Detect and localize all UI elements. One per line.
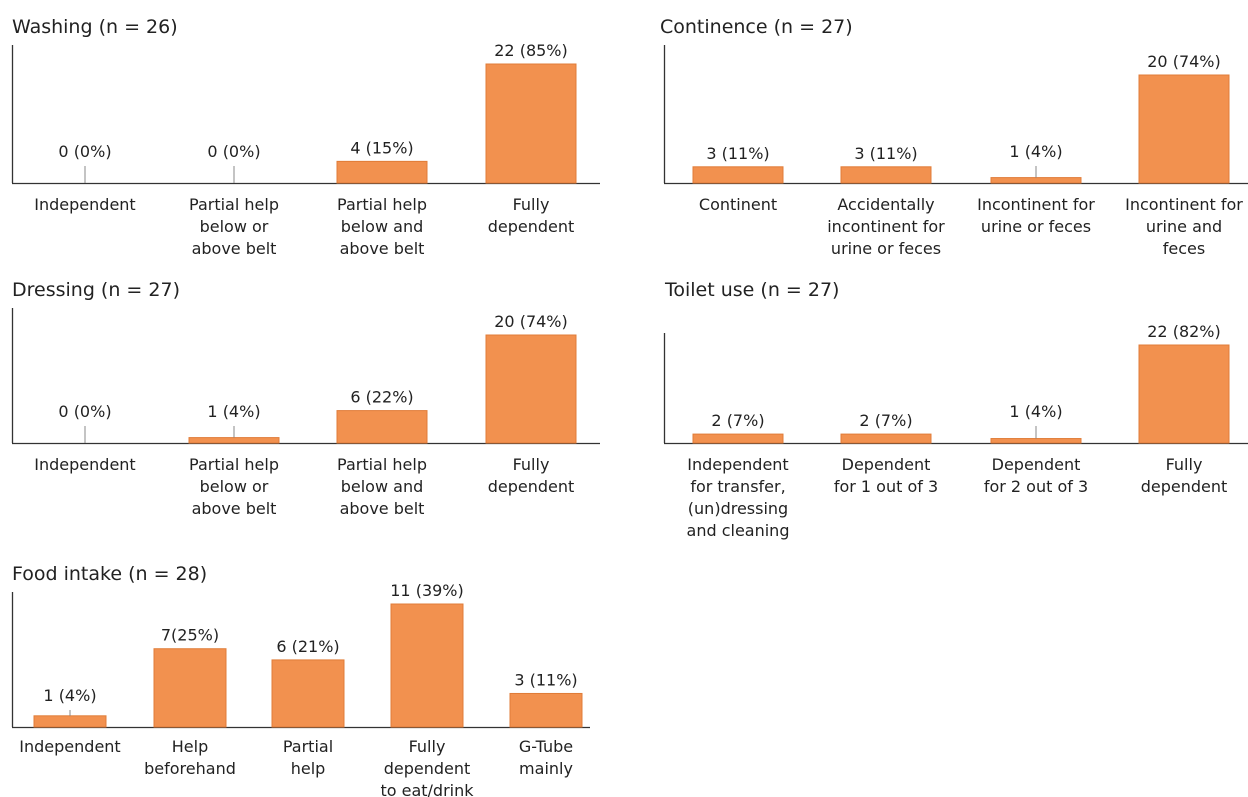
- category-label: incontinent for: [827, 217, 945, 236]
- bar: [1138, 344, 1230, 444]
- data-label: 2 (7%): [859, 411, 912, 430]
- category-label: and cleaning: [687, 521, 790, 540]
- data-label: 7(25%): [161, 626, 219, 645]
- data-label: 1 (4%): [1009, 402, 1062, 421]
- data-label: 22 (82%): [1147, 322, 1221, 341]
- bar: [1138, 74, 1230, 184]
- category-label: urine or feces: [831, 239, 941, 258]
- category-label: help: [291, 759, 326, 778]
- data-label: 0 (0%): [58, 402, 111, 421]
- bar: [692, 166, 784, 184]
- category-label: Dependent: [992, 455, 1081, 474]
- category-label: to eat/drink: [380, 781, 474, 797]
- category-label: Independent: [19, 737, 120, 756]
- category-label: for transfer,: [690, 477, 785, 496]
- data-label: 1 (4%): [1009, 142, 1062, 161]
- data-label: 3 (11%): [514, 670, 577, 689]
- category-label: G-Tube: [519, 737, 573, 756]
- category-label: Dependent: [842, 455, 931, 474]
- category-label: Incontinent for: [1125, 195, 1243, 214]
- category-label: Fully: [513, 195, 550, 214]
- data-label: 6 (22%): [350, 388, 413, 407]
- bar: [33, 715, 107, 728]
- category-label: Independent: [34, 455, 135, 474]
- category-label: below or: [200, 217, 269, 236]
- category-label: Partial help: [189, 195, 279, 214]
- category-label: below and: [341, 477, 424, 496]
- bar: [840, 166, 932, 184]
- data-label: 0 (0%): [207, 142, 260, 161]
- bar: [990, 438, 1082, 444]
- panel-title: Dressing (n = 27): [12, 279, 180, 301]
- bar: [840, 433, 932, 444]
- bar: [485, 334, 577, 444]
- data-label: 1 (4%): [43, 686, 96, 705]
- category-label: Partial: [283, 737, 333, 756]
- category-label: below and: [341, 217, 424, 236]
- category-label: for 2 out of 3: [984, 477, 1088, 496]
- category-label: above belt: [340, 499, 425, 518]
- bar: [990, 177, 1082, 184]
- category-label: Partial help: [337, 195, 427, 214]
- category-label: feces: [1163, 239, 1205, 258]
- data-label: 4 (15%): [350, 138, 413, 157]
- data-label: 22 (85%): [494, 41, 568, 60]
- bar: [485, 63, 577, 184]
- data-label: 2 (7%): [711, 411, 764, 430]
- category-label: below or: [200, 477, 269, 496]
- bar: [271, 659, 345, 728]
- data-label: 6 (21%): [276, 637, 339, 656]
- category-label: Independent: [687, 455, 788, 474]
- category-label: beforehand: [144, 759, 236, 778]
- category-label: for 1 out of 3: [834, 477, 938, 496]
- category-label: dependent: [488, 217, 575, 236]
- category-label: mainly: [519, 759, 573, 778]
- category-label: Accidentally: [837, 195, 934, 214]
- category-label: Continent: [699, 195, 777, 214]
- category-label: Incontinent for: [977, 195, 1095, 214]
- panel-title: Toilet use (n = 27): [664, 279, 839, 301]
- bar: [390, 603, 464, 728]
- data-label: 1 (4%): [207, 402, 260, 421]
- category-label: dependent: [1141, 477, 1228, 496]
- data-label: 11 (39%): [390, 581, 464, 600]
- bar: [692, 433, 784, 444]
- category-label: Fully: [1166, 455, 1203, 474]
- bar: [188, 437, 280, 444]
- category-label: above belt: [340, 239, 425, 258]
- category-label: above belt: [192, 239, 277, 258]
- panel-title: Washing (n = 26): [12, 16, 178, 38]
- bar: [153, 648, 227, 728]
- bar: [336, 410, 428, 444]
- category-label: dependent: [384, 759, 471, 778]
- category-label: above belt: [192, 499, 277, 518]
- category-label: urine or feces: [981, 217, 1091, 236]
- panel-title: Food intake (n = 28): [12, 563, 207, 585]
- category-label: Fully: [513, 455, 550, 474]
- category-label: Fully: [409, 737, 446, 756]
- category-label: Partial help: [337, 455, 427, 474]
- data-label: 3 (11%): [706, 144, 769, 163]
- category-label: (un)dressing: [688, 499, 788, 518]
- category-label: urine and: [1146, 217, 1222, 236]
- data-label: 20 (74%): [1147, 52, 1221, 71]
- category-label: Independent: [34, 195, 135, 214]
- category-label: dependent: [488, 477, 575, 496]
- panel-title: Continence (n = 27): [660, 16, 853, 38]
- bar: [509, 692, 583, 728]
- data-label: 20 (74%): [494, 312, 568, 331]
- bar: [336, 160, 428, 184]
- category-label: Partial help: [189, 455, 279, 474]
- data-label: 3 (11%): [854, 144, 917, 163]
- data-label: 0 (0%): [58, 142, 111, 161]
- category-label: Help: [172, 737, 208, 756]
